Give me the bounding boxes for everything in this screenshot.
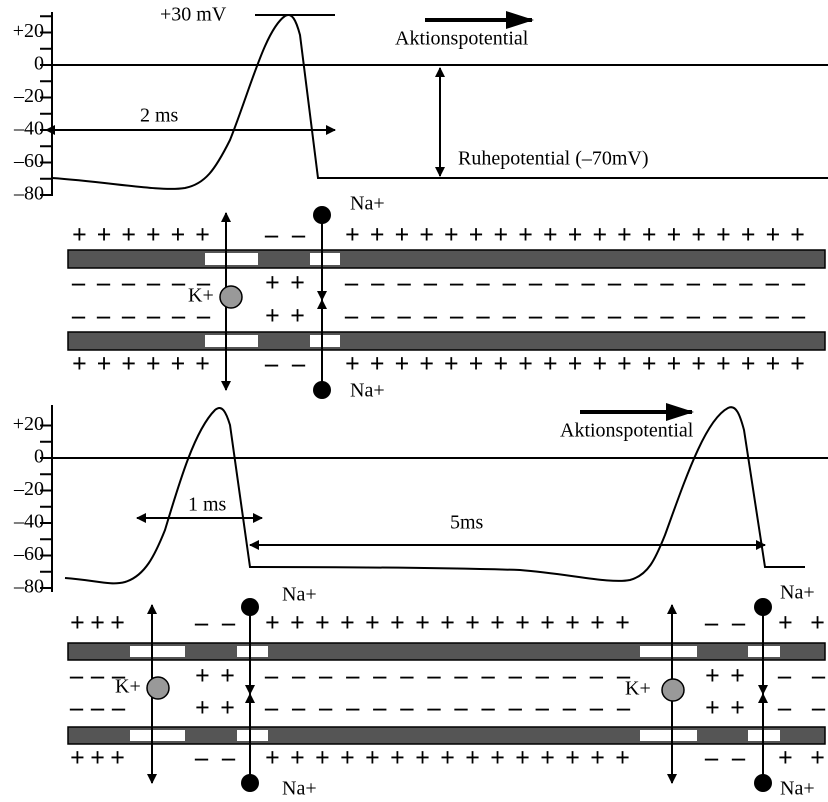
na-ion: [754, 598, 772, 616]
charge-row: – – – – – – – – – – – – – – – – – –: [344, 301, 806, 330]
y-tick-label: –80: [13, 576, 44, 598]
channel-gap: [237, 730, 268, 741]
na-label: Na+: [282, 584, 317, 606]
y-tick-label: –60: [13, 150, 44, 172]
charge-row: – –: [264, 220, 306, 249]
channel-gap: [310, 253, 340, 265]
charge-row: – – – – – – – – – – – – – –: [264, 693, 631, 722]
charge-row: +++: [70, 743, 125, 772]
charge-row: – – – – – – – – – – – – – –: [264, 661, 631, 690]
peak-label: +30 mV: [160, 4, 227, 26]
na-label: Na+: [350, 380, 385, 402]
y-tick-label: –80: [13, 183, 44, 205]
charge-row: – –: [777, 661, 826, 690]
charge-row: – – –: [69, 693, 126, 722]
channel-gap: [640, 730, 697, 741]
charge-row: – – –: [69, 661, 126, 690]
charge-row: + +: [705, 693, 745, 722]
charge-row: – –: [777, 693, 826, 722]
potential-curve: [64, 406, 805, 585]
k-label: K+: [625, 678, 651, 700]
charge-row: + +: [195, 693, 235, 722]
na-label: Na+: [780, 778, 815, 800]
channel-gap: [130, 646, 185, 657]
na-label: Na+: [350, 193, 385, 215]
na-ion: [241, 774, 259, 792]
y-tick-label: –60: [13, 543, 44, 565]
membrane: [67, 249, 826, 269]
na-ion: [313, 381, 331, 399]
channel-gap: [205, 253, 258, 265]
charge-row: +++++++++++++++: [265, 743, 630, 772]
na-ion: [241, 598, 259, 616]
na-ion: [313, 206, 331, 224]
charge-row: +++++++++++++++++++: [345, 349, 805, 378]
y-tick-label: 0: [34, 446, 44, 468]
y-tick-label: +20: [13, 20, 44, 42]
y-tick-label: –40: [13, 118, 44, 140]
channel-gap: [205, 335, 258, 347]
na-label: Na+: [780, 582, 815, 604]
na-label: Na+: [282, 778, 317, 800]
charge-row: – –: [704, 608, 746, 637]
duration-label: 1 ms: [188, 494, 227, 516]
channel-gap: [640, 646, 697, 657]
direction-label: Aktionspotential: [560, 420, 694, 442]
charge-row: – –: [194, 608, 236, 637]
charge-row: +++: [70, 608, 125, 637]
k-ion: [661, 678, 685, 702]
charge-row: +++++++++++++++: [265, 608, 630, 637]
channel-gap: [130, 730, 185, 741]
charge-row: ++++++: [72, 349, 210, 378]
charge-row: + +: [265, 301, 305, 330]
y-tick-label: +20: [13, 413, 44, 435]
charge-row: ++: [778, 743, 825, 772]
charge-row: – –: [264, 349, 306, 378]
duration-label: 2 ms: [140, 105, 179, 127]
charge-row: – – – – – – – – – – – – – – – – – –: [344, 268, 806, 297]
y-tick-label: –40: [13, 511, 44, 533]
y-tick-label: –20: [13, 85, 44, 107]
na-ion: [754, 774, 772, 792]
k-ion: [146, 676, 170, 700]
charge-row: – –: [194, 743, 236, 772]
charge-row: + +: [265, 268, 305, 297]
channel-gap: [237, 646, 268, 657]
charge-row: +++++++++++++++++++: [345, 220, 805, 249]
charge-row: ++++++: [72, 220, 210, 249]
channel-gap: [310, 335, 340, 347]
charge-row: + +: [705, 661, 745, 690]
membrane: [67, 331, 826, 351]
k-ion: [219, 285, 243, 309]
direction-label: Aktionspotential: [395, 28, 529, 50]
k-label: K+: [188, 285, 214, 307]
charge-row: ++: [778, 608, 825, 637]
y-tick-label: –20: [13, 478, 44, 500]
y-tick-label: 0: [34, 53, 44, 75]
rest-label: Ruhepotential (–70mV): [458, 148, 649, 170]
k-label: K+: [115, 676, 141, 698]
charge-row: – –: [704, 743, 746, 772]
charge-row: + +: [195, 661, 235, 690]
interval-label: 5ms: [450, 512, 484, 534]
